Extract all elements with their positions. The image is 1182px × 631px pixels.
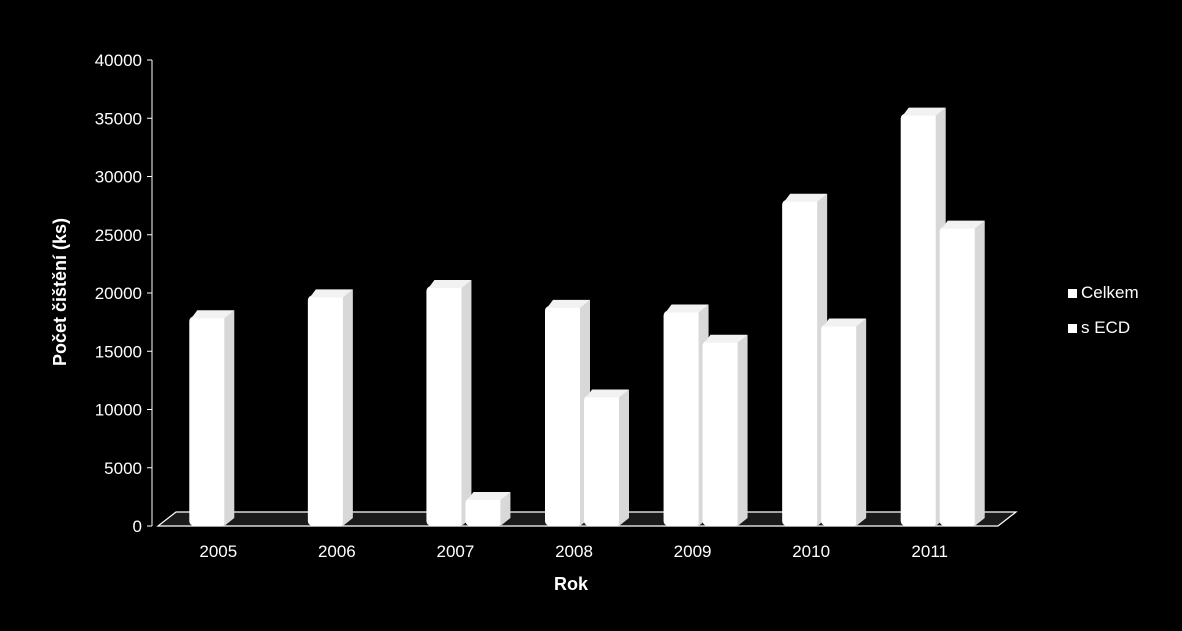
bar-celkem-2009 [663, 304, 709, 526]
x-tick-label: 2009 [674, 542, 712, 561]
x-tick-label: 2010 [792, 542, 830, 561]
bar-front [465, 498, 503, 526]
bar-side [619, 389, 629, 526]
bar-celkem-2010 [782, 193, 828, 527]
x-tick-label: 2005 [199, 542, 237, 561]
bar-side [974, 220, 985, 526]
bar-side [224, 310, 235, 526]
bar-front [900, 113, 938, 526]
y-tick-label: 10000 [95, 401, 142, 420]
bar-front [663, 310, 701, 526]
x-axis-labels: 2005 2006 2007 2008 2009 2010 2011 [199, 542, 948, 561]
bar-celkem-2005 [189, 310, 235, 526]
x-tick-label: 2008 [555, 542, 593, 561]
bar-side [500, 492, 511, 526]
bar-front [939, 226, 977, 526]
bar-s-ecd-2007 [465, 492, 511, 526]
bar-s-ecd-2009 [702, 334, 748, 526]
bar-front [782, 199, 820, 527]
bar-celkem-2007 [426, 280, 472, 526]
bar-front [189, 316, 227, 526]
bar-top [547, 299, 590, 308]
x-tick-label: 2006 [318, 542, 356, 561]
bar-celkem-2008 [545, 299, 590, 526]
bar-front [702, 340, 740, 526]
bar-front [545, 305, 582, 526]
y-tick-label: 35000 [95, 109, 142, 128]
bar-top [902, 107, 946, 116]
legend-label: Celkem [1081, 283, 1139, 302]
y-tick-label: 30000 [95, 168, 142, 187]
bar-top [191, 310, 235, 319]
bars [189, 107, 985, 527]
bar-front [584, 395, 621, 526]
legend: Celkem s ECD [1068, 283, 1139, 337]
y-tick-label: 25000 [95, 226, 142, 245]
y-tick-label: 5000 [104, 459, 142, 478]
bar-top [586, 389, 629, 398]
bar-front [821, 324, 859, 526]
legend-swatch [1068, 324, 1077, 333]
bar-top [941, 220, 985, 229]
bar-top [665, 304, 709, 313]
bar-top [823, 318, 867, 327]
bar-s-ecd-2008 [584, 389, 629, 526]
bar-top [428, 280, 472, 289]
y-tick-label: 0 [133, 517, 142, 536]
x-tick-label: 2011 [911, 542, 948, 561]
bar-top [309, 289, 353, 298]
bar-top [704, 334, 748, 343]
x-tick-label: 2007 [437, 542, 475, 561]
bar-side [737, 334, 748, 526]
x-axis-title: Rok [554, 574, 589, 594]
bar-front [426, 286, 464, 526]
bar-front [307, 295, 345, 526]
bar-celkem-2006 [307, 289, 353, 526]
bar-s-ecd-2011 [939, 220, 985, 526]
y-axis: 0 5000 10000 15000 20000 25000 30000 35000 40000 [95, 51, 153, 536]
y-tick-label: 15000 [95, 342, 142, 361]
y-tick-label: 40000 [95, 51, 142, 70]
legend-swatch [1068, 289, 1077, 298]
bar-s-ecd-2010 [821, 318, 867, 526]
bar-celkem-2011 [900, 107, 946, 526]
bar-side [856, 318, 867, 526]
bar-side [461, 280, 472, 526]
bar-top [784, 193, 828, 202]
y-axis-title: Počet čištění (ks) [50, 218, 70, 366]
bar-top [467, 492, 511, 501]
y-tick-label: 20000 [95, 284, 142, 303]
legend-label: s ECD [1081, 318, 1130, 337]
bar-side [342, 289, 353, 526]
